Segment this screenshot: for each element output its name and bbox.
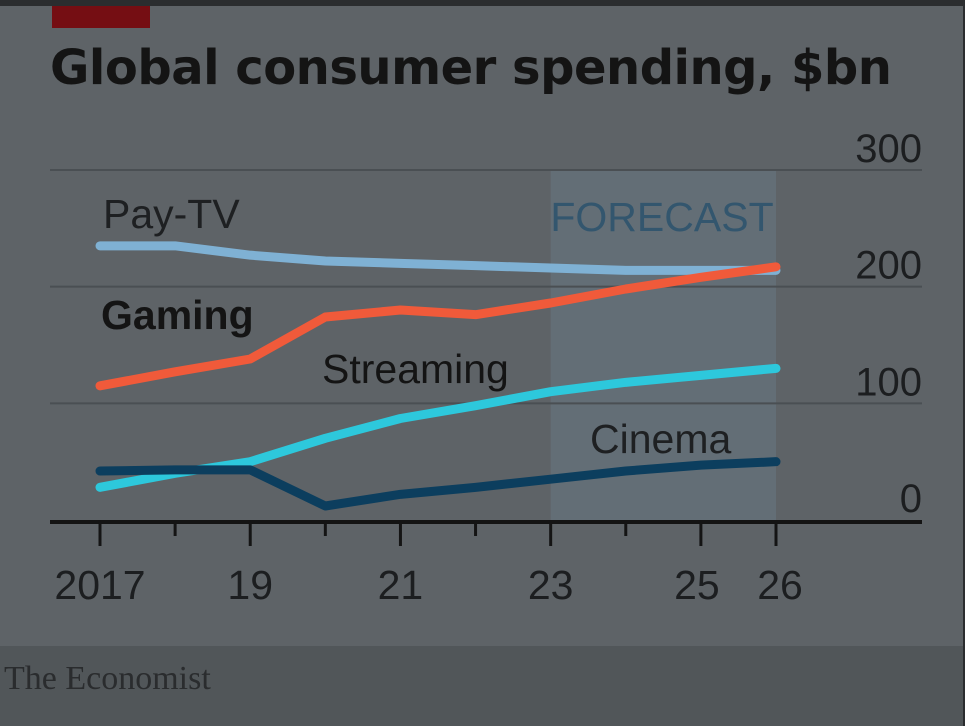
series-line-cinema: [95, 457, 781, 511]
series-label-pay-tv: Pay-TV: [103, 191, 240, 237]
y-tick-label: 200: [855, 244, 922, 288]
chart-title: Global consumer spending, $bn: [50, 40, 892, 96]
x-tick-label: 26: [757, 562, 803, 608]
series-line-gaming: [95, 262, 781, 391]
y-tick-label: 100: [855, 360, 922, 404]
x-tick-label: 2017: [54, 562, 145, 608]
y-tick-label: 300: [855, 127, 922, 171]
x-tick-label: 23: [528, 562, 574, 608]
series-label-cinema: Cinema: [590, 416, 731, 462]
window-top-bar: [0, 0, 965, 6]
x-tick-label: 21: [378, 562, 424, 608]
x-tick-label: 25: [674, 562, 720, 608]
y-tick-label: 0: [900, 477, 922, 521]
footer-strip: [0, 646, 963, 726]
x-tick-label: 19: [227, 562, 273, 608]
source-credit: The Economist: [4, 660, 211, 697]
series-label-gaming: Gaming: [101, 292, 254, 338]
brand-red-tag: [52, 6, 150, 28]
series-line-pay-tv: [95, 241, 781, 275]
series-label-streaming: Streaming: [322, 346, 509, 392]
window-right-edge: [963, 0, 965, 726]
forecast-label: FORECAST: [550, 194, 773, 240]
